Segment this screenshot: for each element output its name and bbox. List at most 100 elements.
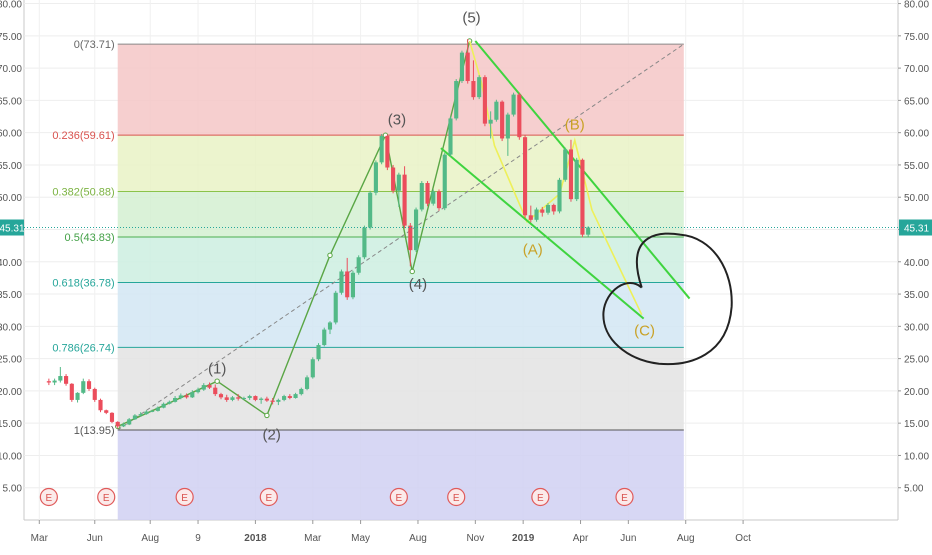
y-tick-label-right: 10.00 (904, 451, 929, 462)
candle-body (115, 421, 120, 427)
wave-label: (5) (462, 9, 480, 26)
x-tick-label: 2019 (512, 533, 535, 544)
candle-body (287, 396, 292, 398)
y-tick-label-left: 40.00 (0, 258, 22, 269)
candle-body (144, 411, 149, 415)
candle-body (316, 345, 321, 360)
earnings-marker-circle (97, 487, 116, 507)
y-tick-label-left: 50.00 (0, 193, 22, 204)
candle-body (241, 397, 246, 399)
y-tick-label-right: 80.00 (904, 0, 929, 11)
candle-body (184, 395, 189, 398)
candle-body (356, 257, 361, 273)
earnings-marker-label: E (396, 493, 403, 504)
candle-body (563, 149, 568, 180)
candle-body (523, 137, 528, 216)
candle-body (574, 159, 579, 200)
candle-body (230, 397, 235, 400)
y-tick-label-left: 60.00 (0, 129, 22, 140)
y-tick-label-left: 15.00 (0, 419, 22, 430)
y-tick-label-right: 65.00 (904, 96, 929, 107)
candle-body (173, 397, 178, 402)
wave-label: (C) (634, 322, 655, 339)
x-tick-label: Aug (141, 533, 159, 544)
wave-label: (2) (262, 426, 280, 443)
x-tick-label: Jun (87, 533, 103, 544)
y-tick-label-left: 30.00 (0, 322, 22, 333)
candle-body (385, 135, 390, 168)
current-price-tags: 45.31 45.31 (0, 219, 932, 236)
candle-body (282, 396, 287, 400)
x-tick-label: Nov (466, 533, 484, 544)
candles (46, 39, 591, 429)
y-tick-label-right: 70.00 (904, 64, 929, 75)
y-tick-label-left: 80.00 (0, 0, 22, 11)
dashed-trend-line (117, 43, 685, 431)
x-tick-label: Aug (677, 533, 695, 544)
candle-body (190, 392, 195, 398)
candle-body (150, 410, 155, 412)
fibonacci-labels: 0(73.71) 0.236(59.61) 0.382(50.88) 0.5(43.8… (52, 39, 114, 437)
candle-body (138, 414, 143, 416)
candle-body (195, 389, 201, 393)
y-tick-label-left: 70.00 (0, 64, 22, 75)
candle-body (270, 400, 275, 402)
fib-zone (117, 44, 684, 136)
candle-body (482, 77, 487, 124)
earnings-marker-circle (615, 487, 634, 507)
candle-body (477, 77, 482, 98)
y-tick-label-left: 10.00 (0, 451, 22, 462)
candle-body (299, 388, 304, 395)
wave-node (214, 378, 220, 384)
x-tick-label: Oct (735, 533, 751, 544)
candle-body (431, 191, 436, 204)
wave-labels: (1) (2) (3) (4) (5) (A) (B) (C) (208, 9, 655, 443)
earnings-marker-label: E (103, 493, 110, 504)
candle-body (167, 401, 172, 404)
wave-label: (1) (208, 360, 226, 377)
candle-body (379, 135, 384, 163)
wave-label: (3) (388, 111, 406, 128)
fib-level-label: 0.786(26.74) (52, 342, 114, 354)
x-tick-label: 9 (195, 533, 201, 544)
candle-body (534, 209, 539, 220)
candle-body (86, 381, 92, 389)
earnings-marker-label: E (621, 493, 628, 504)
fib-level-label: 0.382(50.88) (52, 187, 114, 199)
x-tick-label: Mar (304, 533, 322, 544)
candle-body (207, 385, 212, 388)
current-price-label-left: 45.31 (0, 223, 25, 234)
candle-body (408, 225, 413, 251)
candle-body (580, 159, 585, 235)
fib-level-label: 0.5(43.83) (65, 232, 115, 244)
x-axis: Mar Jun Aug 9 2018 Mar May Aug Nov 2019 Apr Jun Aug O… (31, 520, 751, 544)
candle-body (104, 410, 109, 413)
candle-body (121, 424, 126, 427)
fib-zone (117, 429, 684, 520)
candle-body (75, 392, 80, 400)
candle-body (505, 114, 510, 139)
candle-body (350, 272, 356, 298)
x-tick-label: Aug (409, 533, 427, 544)
fib-zone (117, 347, 684, 430)
candle-body (413, 209, 419, 251)
candle-body (253, 396, 258, 400)
candle-body (528, 215, 533, 220)
y-tick-label-right: 5.00 (904, 484, 924, 495)
y-tick-label-left: 35.00 (0, 290, 22, 301)
earnings-marker-label: E (265, 493, 272, 504)
wave-node (327, 252, 333, 259)
earnings-marker-label: E (453, 493, 460, 504)
wave-label: (4) (409, 276, 427, 293)
wave-label: (A) (523, 242, 543, 259)
candle-body (568, 149, 574, 200)
candle-body (201, 385, 206, 390)
y-tick-label-left: 65.00 (0, 96, 22, 107)
candle-body (155, 407, 160, 411)
candle-body (98, 399, 103, 411)
fib-level-label: 0(73.71) (74, 39, 115, 51)
y-axis-left: 80.0075.0070.0065.0060.0055.0050.0045.00… (0, 0, 22, 495)
channel-lower-line (440, 147, 645, 320)
